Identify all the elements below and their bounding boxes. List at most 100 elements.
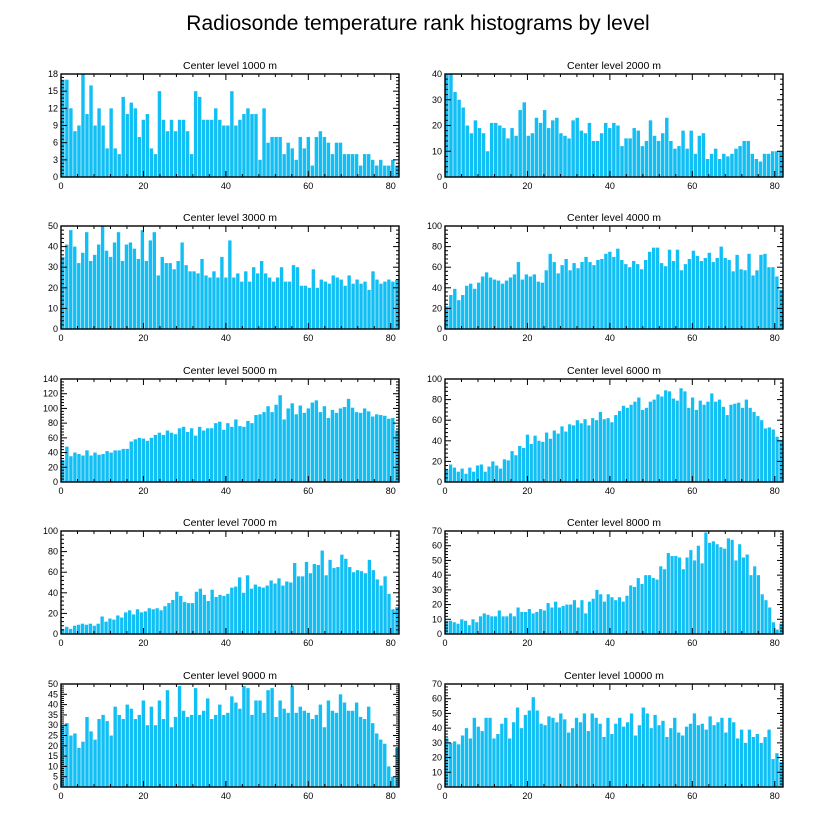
y-tick-label: 0 xyxy=(53,782,58,792)
bar xyxy=(201,710,206,787)
x-tick-label: 40 xyxy=(605,638,615,648)
bar xyxy=(723,257,727,329)
x-tick-label: 40 xyxy=(605,791,615,801)
bar xyxy=(506,460,510,482)
bar xyxy=(241,592,246,634)
bar xyxy=(212,271,216,329)
bar xyxy=(755,270,759,329)
bar xyxy=(564,258,568,329)
bar xyxy=(460,735,465,787)
bar xyxy=(327,283,331,329)
bar xyxy=(192,271,196,329)
bar xyxy=(238,426,242,482)
bar xyxy=(695,255,700,329)
bar xyxy=(645,713,649,787)
bar xyxy=(714,401,718,482)
bar xyxy=(173,434,178,482)
bar xyxy=(391,159,395,177)
bar xyxy=(767,427,772,482)
bar xyxy=(253,584,258,634)
bar xyxy=(238,577,242,634)
bar xyxy=(182,602,187,634)
x-tick-label: 80 xyxy=(770,333,780,343)
bar xyxy=(362,408,367,482)
bar xyxy=(628,138,632,178)
bar xyxy=(750,153,755,177)
bar xyxy=(600,258,604,329)
bar xyxy=(202,594,206,634)
bar xyxy=(727,259,731,329)
bar xyxy=(77,454,81,482)
bar xyxy=(254,700,258,787)
x-tick-label: 60 xyxy=(687,486,697,496)
bar xyxy=(595,140,600,177)
bar xyxy=(125,114,129,177)
bar xyxy=(395,607,399,634)
y-tick-label: 10 xyxy=(48,761,58,771)
bar xyxy=(493,616,498,634)
bar xyxy=(502,459,506,482)
bar xyxy=(289,582,293,634)
bar xyxy=(218,421,222,482)
bar xyxy=(716,722,720,787)
bar xyxy=(206,428,210,482)
bar xyxy=(322,136,327,177)
bar xyxy=(640,583,644,634)
y-tick-label: 20 xyxy=(48,741,58,751)
bar xyxy=(602,601,607,634)
plot-frame xyxy=(444,683,784,788)
bar xyxy=(105,721,109,787)
bar xyxy=(759,742,763,787)
bar xyxy=(334,142,339,177)
y-tick-label: 20 xyxy=(48,283,58,293)
y-tick-label: 20 xyxy=(432,303,442,313)
bar xyxy=(633,401,637,482)
x-tick-label: 60 xyxy=(303,638,313,648)
x-tick-label: 0 xyxy=(58,791,63,801)
bar xyxy=(651,578,655,634)
x-tick-label: 20 xyxy=(138,181,148,191)
bar xyxy=(275,277,280,329)
bar xyxy=(351,283,355,329)
y-tick-label: 0 xyxy=(53,324,58,334)
bar xyxy=(655,247,660,329)
bar xyxy=(767,729,771,787)
bar xyxy=(295,267,300,329)
bar xyxy=(740,407,745,482)
x-tick-label: 80 xyxy=(386,181,396,191)
bar xyxy=(222,595,226,634)
bar xyxy=(712,725,716,787)
bar xyxy=(471,619,475,634)
x-tick-label: 40 xyxy=(221,333,231,343)
bar xyxy=(525,434,530,482)
bar xyxy=(61,459,65,482)
bar xyxy=(117,154,121,177)
bar xyxy=(108,618,112,634)
bar xyxy=(490,616,494,634)
bar xyxy=(659,263,664,329)
bar xyxy=(583,419,587,482)
bar xyxy=(647,575,652,634)
panel-title: Center level 3000 m xyxy=(183,212,277,224)
y-tick-label: 0 xyxy=(437,629,442,639)
bar xyxy=(116,615,120,634)
bar xyxy=(302,710,306,787)
bar xyxy=(559,713,563,787)
bar xyxy=(779,761,783,787)
bar xyxy=(763,428,768,482)
bar xyxy=(188,271,192,329)
bar xyxy=(222,125,226,177)
y-tick-label: 60 xyxy=(432,262,442,272)
bar xyxy=(487,466,491,482)
bar xyxy=(230,696,234,787)
bar xyxy=(504,717,508,787)
bar xyxy=(755,734,759,787)
bar xyxy=(224,277,228,329)
bar xyxy=(318,412,323,482)
bar xyxy=(296,576,301,634)
bar xyxy=(149,437,154,482)
y-tick-label: 40 xyxy=(48,448,58,458)
bar xyxy=(508,738,512,787)
bar xyxy=(197,96,202,177)
bar xyxy=(464,473,468,482)
